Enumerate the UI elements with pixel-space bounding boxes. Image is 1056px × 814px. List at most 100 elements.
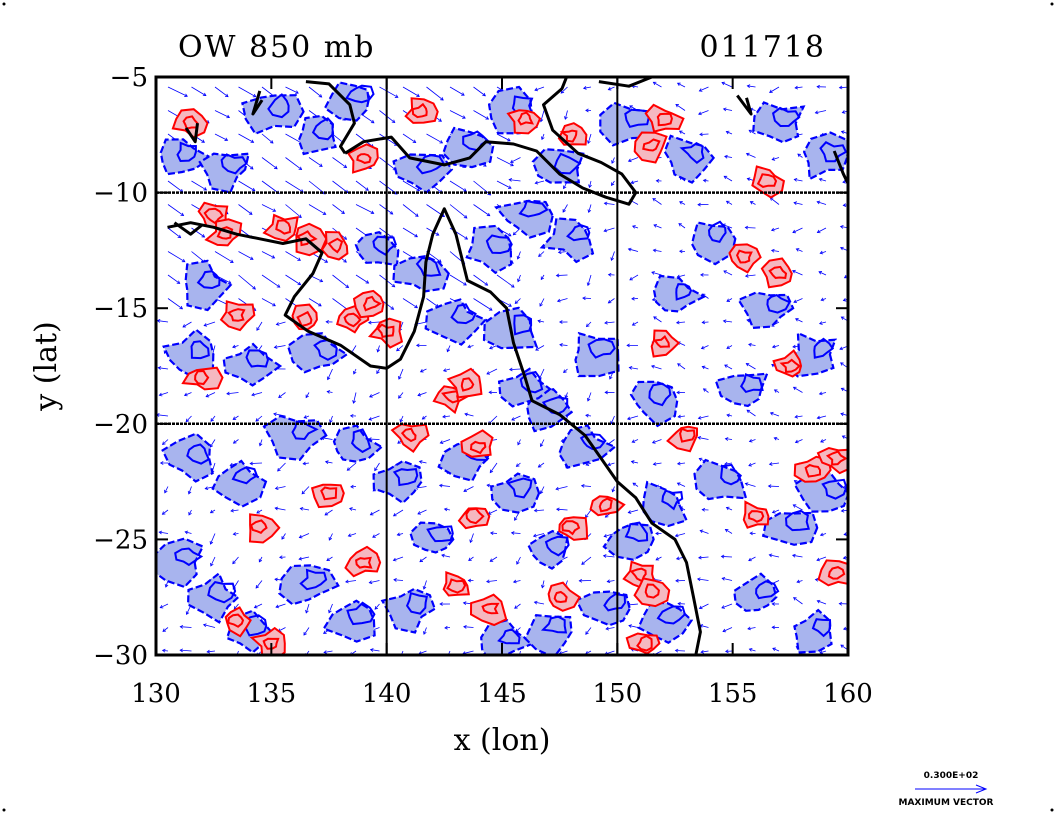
wind-vector-head: [626, 343, 630, 348]
negative-ow-contour: [176, 141, 197, 163]
wind-vector-head: [347, 533, 352, 538]
wind-vector-head: [539, 490, 544, 495]
wind-vector: [653, 316, 662, 323]
wind-vector: [726, 345, 733, 349]
negative-ow-contour: [707, 220, 727, 243]
wind-vector: [841, 316, 848, 322]
wind-vector-head: [488, 390, 492, 395]
wind-vector: [817, 227, 827, 233]
positive-ow-contour: [296, 310, 313, 327]
wind-vector-head: [627, 158, 632, 163]
wind-vector: [750, 201, 756, 205]
wind-vector-head: [746, 177, 751, 182]
wind-vector-head: [486, 579, 490, 584]
y-tick-label: −5: [110, 63, 148, 93]
wind-vector: [748, 343, 756, 346]
positive-ow-contour: [343, 312, 362, 328]
positive-ow-contour: [656, 112, 673, 127]
wind-vector-head: [230, 508, 234, 513]
wind-vector: [703, 179, 709, 182]
wind-vector: [426, 298, 439, 308]
wind-vector: [792, 227, 803, 233]
wind-vector-head: [158, 530, 163, 535]
wind-vector: [238, 251, 254, 260]
wind-vector: [464, 413, 474, 417]
positive-ow-contour: [446, 578, 467, 594]
wind-vector: [255, 415, 263, 422]
wind-vector: [255, 580, 263, 589]
wind-vector: [402, 227, 418, 238]
wind-vector: [794, 178, 803, 182]
wind-vector: [329, 415, 333, 423]
wind-vector-head: [463, 282, 467, 286]
wind-vector: [587, 133, 592, 144]
negative-ow-region: [372, 459, 423, 505]
wind-vector-head: [771, 509, 776, 514]
wind-vector-head: [396, 347, 400, 352]
wind-vector-head: [725, 200, 730, 205]
positive-ow-contour: [561, 520, 581, 536]
wind-vector: [627, 415, 639, 420]
wind-vector: [677, 482, 686, 487]
wind-vector-head: [372, 534, 376, 538]
wind-vector: [721, 82, 733, 88]
wind-vector: [167, 227, 181, 239]
wind-vector-head: [586, 397, 591, 402]
wind-vector-head: [747, 626, 751, 631]
wind-vector-head: [483, 163, 487, 167]
wind-vector: [748, 129, 756, 135]
wind-vector-head: [768, 462, 773, 466]
positive-ow-region: [506, 109, 542, 135]
wind-vector: [238, 274, 256, 290]
wind-vector-head: [559, 320, 563, 324]
negative-ow-contour: [624, 108, 650, 128]
negative-ow-contour: [519, 370, 544, 394]
wind-vector: [261, 251, 275, 259]
wind-vector-head: [744, 273, 749, 278]
wind-vector-head: [677, 601, 681, 606]
positive-ow-region: [262, 213, 299, 242]
wind-vector-head: [328, 536, 333, 541]
positive-ow-region: [404, 97, 439, 124]
positive-ow-contour: [553, 590, 568, 604]
wind-vector-head: [540, 584, 545, 589]
coastline: [736, 94, 753, 116]
wind-vector-head: [488, 307, 493, 311]
wind-vector: [191, 180, 207, 191]
wind-vector: [238, 86, 256, 98]
wind-vector-head: [676, 482, 681, 486]
wind-vector: [610, 415, 615, 424]
wind-vector-head: [556, 507, 560, 512]
wind-vector-head: [204, 486, 209, 491]
wind-vector: [468, 556, 474, 561]
wind-vector: [308, 86, 322, 98]
wind-vector: [210, 509, 216, 514]
positive-ow-contour: [517, 111, 535, 126]
x-tick-label: 135: [247, 679, 297, 709]
wind-vector: [188, 509, 192, 516]
wind-vector: [167, 204, 184, 216]
wind-vector: [496, 133, 511, 142]
wind-vector: [301, 486, 310, 495]
wind-vector: [559, 650, 568, 655]
positive-ow-region: [558, 516, 589, 541]
negative-ow-contour: [518, 199, 549, 218]
positive-ow-region: [751, 165, 786, 199]
wind-vector: [726, 298, 733, 302]
wind-vector: [565, 392, 568, 398]
wind-vector: [449, 274, 467, 286]
wind-vector: [191, 86, 207, 96]
negative-ow-contour: [392, 468, 419, 487]
wind-vector-head: [278, 394, 282, 398]
wind-vector-head: [582, 86, 587, 90]
wind-vector-head: [463, 625, 467, 629]
wind-vector: [698, 110, 709, 115]
positive-ow-contour: [756, 173, 778, 188]
wind-vector-head: [329, 419, 333, 424]
wind-vector-head: [816, 84, 820, 89]
positive-ow-region: [817, 559, 848, 587]
wind-vector: [509, 368, 521, 371]
wind-vector-head: [232, 440, 237, 444]
wind-vector-head: [677, 414, 682, 419]
wind-vector: [701, 345, 709, 349]
